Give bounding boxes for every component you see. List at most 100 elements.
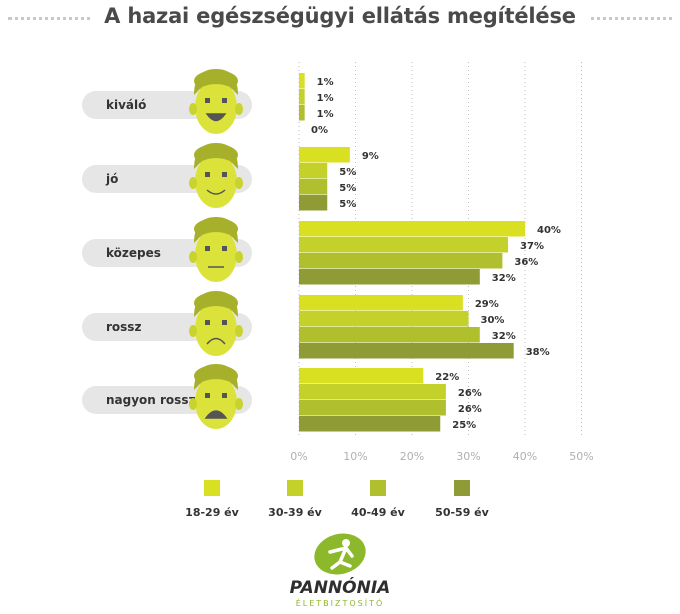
data-label: 0% — [311, 125, 328, 136]
face-head — [195, 154, 237, 208]
face-eye — [222, 172, 227, 177]
moustache-frowning-face-icon — [189, 364, 243, 429]
x-tick-label: 30% — [456, 450, 480, 463]
face-eye — [222, 320, 227, 325]
title-right-dots — [578, 17, 672, 20]
logo-name: PANNÓNIA — [290, 576, 391, 598]
face-ear — [189, 398, 197, 410]
face-head — [195, 302, 237, 356]
face-hair-top — [194, 291, 238, 317]
legend-swatch — [287, 480, 303, 496]
bar — [299, 163, 328, 179]
bar — [299, 327, 480, 343]
bar — [299, 384, 446, 400]
data-label: 30% — [481, 315, 505, 326]
legend-label: 18-29 év — [185, 506, 239, 519]
bar — [299, 73, 305, 89]
x-tick-label: 10% — [343, 450, 367, 463]
data-label: 32% — [492, 273, 516, 284]
face-mouth — [204, 410, 228, 419]
data-label: 29% — [475, 299, 499, 310]
category-label: rossz — [106, 320, 141, 334]
neutral-face-icon — [189, 217, 243, 282]
data-label: 9% — [362, 151, 379, 162]
face-eye — [205, 246, 210, 251]
data-label: 5% — [339, 183, 356, 194]
face-mouth — [206, 189, 226, 195]
category-row: közepes 40% 37% 36% 32% — [82, 217, 561, 285]
chart-title: A hazai egészségügyi ellátás megítélése — [92, 4, 588, 28]
category-row: rossz 29% 30% 32% 38% — [82, 291, 550, 359]
title-left-dots — [8, 17, 104, 20]
face-head — [195, 80, 237, 134]
data-label: 36% — [514, 257, 538, 268]
bar — [299, 179, 328, 195]
face-ear — [235, 177, 243, 189]
x-tick-label: 40% — [513, 450, 537, 463]
legend-item: 30-39 év — [268, 480, 323, 519]
face-ear — [189, 177, 197, 189]
face-eye — [222, 393, 227, 398]
smiling-face-icon — [189, 69, 243, 134]
logo-disc — [314, 533, 366, 575]
legend-item: 40-49 év — [351, 480, 406, 519]
face-ear — [235, 325, 243, 337]
face-mouth — [206, 337, 226, 345]
bar — [299, 269, 480, 285]
legend-label: 50-59 év — [435, 506, 489, 519]
smiling-face-icon — [189, 143, 243, 208]
face-eye — [205, 172, 210, 177]
face-hair-top — [194, 217, 238, 243]
data-label: 5% — [339, 167, 356, 178]
legend-label: 40-49 év — [351, 506, 405, 519]
legend-swatch — [454, 480, 470, 496]
data-label: 32% — [492, 331, 516, 342]
bar — [299, 368, 424, 384]
bar — [299, 295, 463, 311]
category-label: nagyon rossz — [106, 393, 195, 407]
category-row: jó 9% 5% 5% 5% — [82, 143, 379, 211]
legend-swatch — [204, 480, 220, 496]
face-eye — [205, 393, 210, 398]
data-label: 26% — [458, 404, 482, 415]
face-ear — [235, 103, 243, 115]
data-label: 26% — [458, 388, 482, 399]
data-label: 1% — [317, 77, 334, 88]
bar — [299, 147, 350, 163]
data-label: 1% — [317, 109, 334, 120]
x-tick-label: 20% — [400, 450, 424, 463]
logo-subtitle: ÉLETBIZTOSÍTÓ — [296, 597, 385, 608]
bar — [299, 105, 305, 121]
face-ear — [235, 251, 243, 263]
data-label: 25% — [452, 420, 476, 431]
data-label: 37% — [520, 241, 544, 252]
data-label: 40% — [537, 225, 561, 236]
category-label: kiváló — [106, 98, 146, 112]
face-hair-top — [194, 69, 238, 95]
category-row: kiváló 1% 1% 1% 0% — [82, 69, 334, 136]
face-hair-top — [194, 143, 238, 169]
logo-runner-head — [342, 539, 350, 547]
face-eye — [222, 246, 227, 251]
face-head — [195, 228, 237, 282]
face-ear — [235, 398, 243, 410]
bar — [299, 195, 328, 211]
legend-item: 18-29 év — [185, 480, 240, 519]
data-label: 5% — [339, 199, 356, 210]
bar — [299, 343, 514, 359]
category-label: jó — [105, 172, 118, 186]
bar — [299, 400, 446, 416]
bar — [299, 416, 441, 432]
category-row: nagyon rossz 22% 26% 26% 25% — [82, 364, 482, 432]
data-label: 22% — [435, 372, 459, 383]
face-ear — [189, 103, 197, 115]
legend-item: 50-59 év — [435, 480, 490, 519]
x-tick-label: 50% — [569, 450, 593, 463]
title-row: A hazai egészségügyi ellátás megítélése — [0, 0, 680, 36]
bar — [299, 221, 525, 237]
face-hair-top — [194, 364, 238, 390]
bar — [299, 253, 503, 269]
face-mouth — [205, 113, 227, 122]
x-tick-label: 0% — [290, 450, 307, 463]
